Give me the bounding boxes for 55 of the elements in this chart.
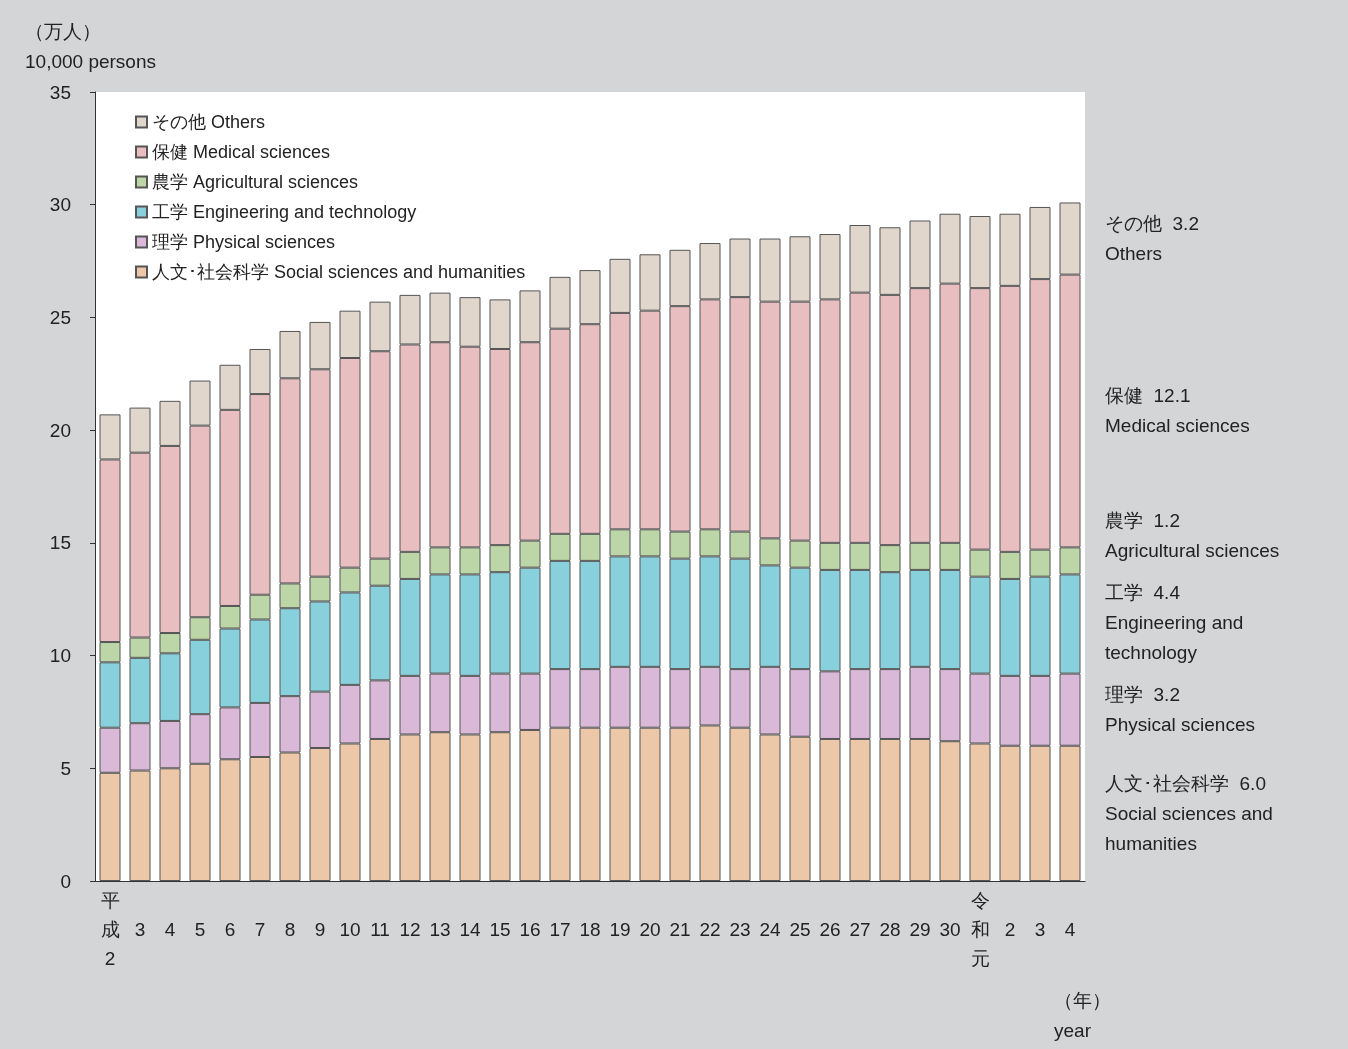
x-tick-label: 13 [429, 918, 451, 940]
x-tick-label: 3 [134, 918, 146, 940]
x-tick-label: 11 [370, 918, 390, 940]
text: 人文･社会科学 6.0 Social sciences and humanities [1105, 772, 1279, 854]
x-tick-label: 24 [759, 918, 781, 940]
x-tick-label: 3 [1034, 918, 1046, 940]
x-tick-label: 26 [819, 918, 841, 940]
y-tick-label: 35 [49, 81, 71, 103]
legend-label: 理学 Physical sciences [152, 232, 336, 252]
x-tick-label: 18 [579, 918, 601, 940]
legend-label: 工学 Engineering and technology [152, 202, 417, 222]
y-tick-label: 25 [49, 306, 71, 328]
text: 保健 12.1 Medical sciences [1105, 385, 1250, 437]
legend-label: その他 Others [152, 112, 266, 132]
y-tick-label: 10 [49, 645, 71, 667]
y-axis-title: （万人） 10,000 persons [25, 20, 156, 72]
x-tick-label: 28 [879, 918, 901, 940]
x-tick-label: 29 [909, 918, 931, 940]
y-tick-label: 30 [49, 194, 71, 216]
text: その他 3.2 Others [1105, 213, 1199, 265]
x-tick-label: 平成2 [100, 889, 120, 969]
x-tick-label: 14 [459, 918, 481, 940]
x-tick-label: 12 [399, 918, 421, 940]
x-tick-label: 25 [789, 918, 811, 940]
x-tick-label: 15 [489, 918, 511, 940]
x-tick-label: 22 [699, 918, 721, 940]
text: 農学 1.2 Agricultural sciences [1105, 510, 1280, 562]
x-tick-label: 20 [639, 918, 661, 940]
x-tick-label: 5 [194, 918, 206, 940]
text: 工学 4.4 Engineering and technology [1105, 582, 1249, 664]
x-tick-label: 19 [609, 918, 631, 940]
x-tick-label: 令和元 [970, 889, 990, 969]
x-tick-label: 16 [519, 918, 541, 940]
x-tick-label: 17 [549, 918, 571, 940]
x-axis-title: （年） year [1054, 989, 1111, 1041]
y-tick-label: 20 [49, 419, 71, 441]
y-tick-label: 5 [60, 757, 71, 779]
x-tick-label: 8 [284, 918, 296, 940]
legend-label: 保健 Medical sciences [152, 142, 331, 162]
x-tick-label: 9 [314, 918, 326, 940]
x-tick-label: 2 [1004, 918, 1016, 940]
x-tick-label: 7 [254, 918, 266, 940]
x-tick-label: 27 [849, 918, 871, 940]
legend-label: 人文･社会科学 Social sciences and humanities [152, 262, 526, 282]
x-tick-label: 4 [1064, 918, 1076, 940]
x-tick-label: 21 [669, 918, 691, 940]
text: 理学 3.2 Physical sciences [1105, 684, 1255, 736]
x-tick-label: 6 [224, 918, 236, 940]
legend-label: 農学 Agricultural sciences [152, 172, 359, 192]
y-tick-label: 0 [60, 870, 71, 892]
x-tick-label: 23 [729, 918, 751, 940]
x-tick-label: 10 [339, 918, 361, 940]
x-tick-label: 4 [164, 918, 176, 940]
y-tick-label: 15 [49, 532, 71, 554]
x-tick-label: 30 [939, 918, 961, 940]
